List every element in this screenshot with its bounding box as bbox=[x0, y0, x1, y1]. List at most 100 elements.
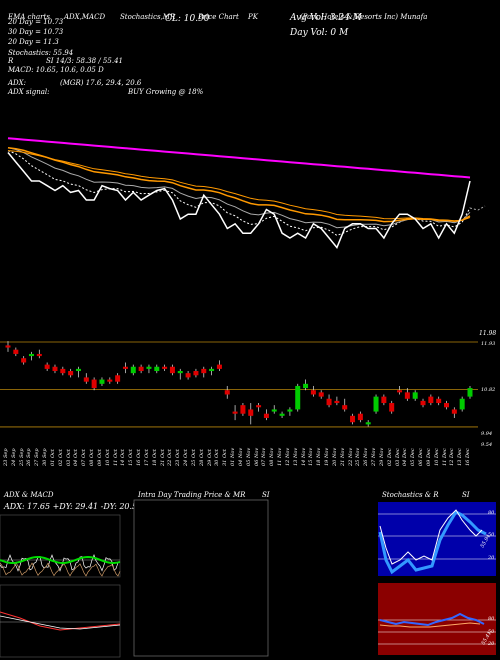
candle-body-27 bbox=[216, 364, 222, 369]
si-panel-bg bbox=[378, 583, 496, 655]
stoch-header: Stochastics,MR bbox=[120, 13, 176, 21]
candle-body-11 bbox=[91, 379, 97, 389]
adx-values: (MGR) 17.6, 29.4, 20.6 bbox=[60, 79, 142, 87]
candle-body-17 bbox=[138, 366, 144, 372]
candle-body-12 bbox=[99, 379, 105, 384]
adx-line bbox=[0, 555, 121, 564]
ma30-label: 30 Day = 10.73 bbox=[8, 28, 64, 36]
candle-body-56 bbox=[444, 403, 450, 408]
candle-body-25 bbox=[201, 368, 207, 374]
adx-signal-label: ADX signal: bbox=[8, 88, 50, 96]
si-label: SI 14/3: 58.38 / 55.41 bbox=[46, 57, 123, 65]
si-level-50: 50 bbox=[488, 629, 495, 635]
ema-long-line bbox=[7, 137, 471, 179]
candle-body-10 bbox=[83, 377, 89, 382]
candle-body-21 bbox=[169, 366, 175, 374]
si-level-80: 80 bbox=[488, 616, 495, 622]
candle-body-58 bbox=[459, 398, 465, 410]
candle-body-55 bbox=[436, 398, 442, 404]
candle-body-42 bbox=[334, 400, 340, 404]
candle-body-39 bbox=[310, 390, 316, 395]
candle-body-48 bbox=[381, 396, 387, 404]
candle-body-47 bbox=[373, 396, 379, 412]
candle-body-50 bbox=[397, 390, 403, 393]
candle-body-54 bbox=[428, 396, 434, 404]
price-level-4: 9.94 bbox=[481, 431, 493, 437]
day-volume: Day Vol: 0 M bbox=[290, 28, 349, 38]
macd-signal-line bbox=[0, 615, 121, 630]
candle-body-20 bbox=[162, 366, 168, 369]
r-label: R bbox=[8, 57, 14, 65]
candle-body-13 bbox=[107, 379, 113, 382]
candle-body-8 bbox=[68, 371, 74, 376]
candle-body-49 bbox=[389, 403, 395, 412]
stoch-panel-bg bbox=[378, 502, 496, 576]
buy-signal: BUY Growing @ 18% bbox=[128, 88, 204, 96]
minus-di-line bbox=[0, 562, 121, 577]
candle-body-53 bbox=[420, 400, 426, 406]
adx-label: ADX: bbox=[8, 79, 27, 87]
candle-body-32 bbox=[256, 405, 262, 408]
stoch-label: Stochastics: 55.94 bbox=[8, 49, 74, 57]
ma20s-label: 20 Day = 11.3 bbox=[8, 38, 59, 46]
avg-volume: Avg Vol: 3.24 M bbox=[290, 13, 362, 23]
candle-body-28 bbox=[224, 390, 230, 395]
candle-body-46 bbox=[365, 422, 371, 425]
company-line: (Park Hotels & Resorts Inc) Munafa bbox=[300, 13, 428, 21]
stoch-d-line bbox=[379, 509, 483, 565]
candle-body-51 bbox=[404, 392, 410, 399]
candle-body-33 bbox=[263, 413, 269, 418]
candle-body-1 bbox=[13, 349, 19, 354]
candle-body-9 bbox=[75, 368, 81, 372]
candle-body-6 bbox=[52, 366, 58, 372]
price-line bbox=[7, 152, 471, 249]
candle-body-31 bbox=[248, 409, 254, 416]
candle-body-4 bbox=[36, 353, 42, 357]
candle-body-36 bbox=[287, 409, 293, 412]
candle-body-52 bbox=[412, 392, 418, 399]
candle-body-3 bbox=[28, 353, 34, 357]
candle-body-26 bbox=[209, 368, 215, 372]
price-level-2: 11.93 bbox=[481, 341, 496, 347]
adx-panel-title: ADX & MACD bbox=[4, 491, 54, 499]
ema-chart bbox=[7, 137, 486, 249]
candle-body-37 bbox=[295, 385, 301, 410]
candle-body-0 bbox=[5, 345, 11, 348]
candle-body-29 bbox=[232, 411, 238, 414]
candle-body-38 bbox=[303, 383, 309, 389]
si-signal-line bbox=[379, 622, 481, 628]
stoch-level-50: 50 bbox=[488, 532, 495, 538]
candle-body-7 bbox=[60, 368, 66, 374]
candle-body-43 bbox=[342, 405, 348, 410]
macd-label: MACD: 10.65, 10.6, 0.05 D bbox=[8, 66, 104, 74]
candle-body-15 bbox=[122, 366, 128, 369]
close-price: CL: 10.90 bbox=[165, 14, 210, 24]
candle-body-23 bbox=[185, 373, 191, 378]
stoch-level-20: 20 bbox=[488, 555, 495, 561]
adx-panel-values: ADX: 17.65 +DY: 29.41 -DY: 20.59 bbox=[4, 502, 143, 511]
candle-body-2 bbox=[21, 358, 27, 363]
ema-title: EMA charts bbox=[8, 13, 50, 21]
ema-5-line bbox=[7, 150, 471, 236]
price-level-5: 9.54 bbox=[481, 442, 493, 448]
intra-panel-title: Intra Day Trading Price & MR bbox=[138, 491, 246, 499]
candle-body-14 bbox=[115, 375, 121, 382]
macd-panel-frame bbox=[0, 584, 121, 658]
candle-body-30 bbox=[240, 405, 246, 414]
si-level-20: 20 bbox=[488, 641, 495, 647]
ema-projection-line bbox=[469, 205, 486, 211]
intra-panel-si: SI bbox=[262, 491, 270, 499]
candle-body-5 bbox=[44, 364, 50, 369]
candle-body-19 bbox=[154, 366, 160, 372]
candle-body-41 bbox=[326, 398, 332, 406]
candle-body-18 bbox=[146, 366, 152, 369]
candle-body-22 bbox=[177, 371, 183, 374]
candle-body-24 bbox=[193, 371, 199, 376]
si-line bbox=[379, 612, 485, 627]
candle-body-16 bbox=[130, 366, 136, 374]
price-chart bbox=[0, 341, 478, 428]
ema-10-line bbox=[7, 147, 471, 229]
candle-body-40 bbox=[318, 392, 324, 397]
